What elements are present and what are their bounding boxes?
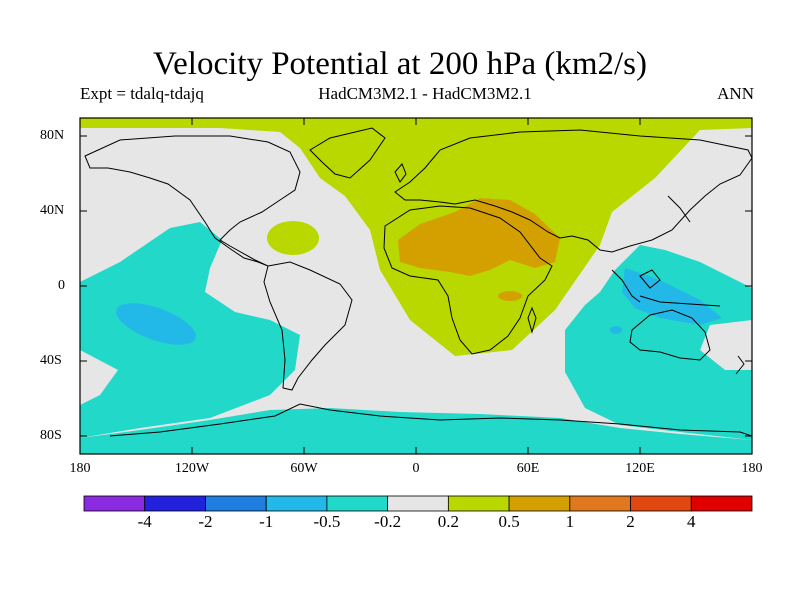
colorbar-label-1: -2 xyxy=(198,512,213,531)
lon-label-60e: 60E xyxy=(516,461,540,476)
colorbar-label-3: -0.5 xyxy=(313,512,341,531)
colorbar-label-8: 2 xyxy=(626,512,635,531)
colorbar-label-4: -0.2 xyxy=(374,512,402,531)
axis-ticks xyxy=(80,118,752,454)
lat-label-80s: 80S xyxy=(40,428,62,443)
colorbar-swatch-8 xyxy=(569,495,631,512)
colorbar-swatch-7 xyxy=(508,495,571,512)
coastline-australia xyxy=(629,309,711,361)
colorbar-label-7: 1 xyxy=(565,512,575,531)
colorbar-label-0: -4 xyxy=(137,512,152,531)
coastline-japan xyxy=(667,195,691,223)
colorbar-swatch-2 xyxy=(205,495,267,512)
model-label: HadCM3M2.1 - HadCM3M2.1 xyxy=(318,84,532,103)
lat-label-equator: 0 xyxy=(58,278,65,293)
colorbar-swatch-4 xyxy=(326,495,389,512)
lon-label-120e: 120E xyxy=(625,461,655,476)
contour-field xyxy=(80,118,752,454)
coastline-north-america xyxy=(84,135,301,267)
coastline-eurasia xyxy=(394,129,752,253)
colorbar-swatch-3 xyxy=(265,495,328,512)
positive-region-caribbean xyxy=(267,221,319,255)
lat-label-80n: 80N xyxy=(40,128,65,143)
season-label: ANN xyxy=(717,84,754,103)
colorbar-swatch-10 xyxy=(690,495,753,512)
coastlines xyxy=(84,127,752,437)
colorbar-swatch-1 xyxy=(144,495,206,512)
strong-negative-region-pacific xyxy=(116,303,196,345)
map-title: Velocity Potential at 200 hPa (km2/s) xyxy=(152,46,648,82)
coastline-uk xyxy=(394,163,407,183)
negative-region-indo-pacific xyxy=(565,245,752,440)
colorbar-label-9: 4 xyxy=(687,512,696,531)
coastline-antarctica xyxy=(109,403,752,437)
lon-label-0: 0 xyxy=(412,461,420,476)
colorbar-swatch-9 xyxy=(630,495,692,512)
colorbar xyxy=(83,495,753,512)
lon-label-120w: 120W xyxy=(174,461,210,476)
colorbar-swatch-6 xyxy=(447,495,510,512)
colorbar-label-5: 0.2 xyxy=(437,512,459,531)
coastline-new-zealand xyxy=(735,355,745,375)
coastline-sumatra xyxy=(611,269,641,303)
colorbar-label-2: -1 xyxy=(259,512,274,531)
experiment-label: Expt = tdalq-tdajq xyxy=(80,84,204,103)
lat-label-40n: 40N xyxy=(40,203,65,218)
lon-label-180-west: 180 xyxy=(69,461,91,476)
lat-label-40s: 40S xyxy=(40,353,62,368)
lon-label-180-east: 180 xyxy=(741,461,763,476)
lon-label-60w: 60W xyxy=(290,461,318,476)
strong-negative-region-indian-ocean xyxy=(610,326,622,334)
colorbar-swatch-0 xyxy=(83,495,146,512)
coastline-borneo xyxy=(639,269,661,289)
strong-positive-region-north-africa xyxy=(398,198,560,276)
colorbar-label-6: 0.5 xyxy=(498,512,520,531)
colorbar-swatch-5 xyxy=(387,495,449,512)
coastline-south-america xyxy=(263,261,353,391)
coastline-greenland xyxy=(309,127,386,179)
strong-positive-region-east-africa xyxy=(498,291,522,301)
coastline-africa xyxy=(383,205,553,355)
coastline-madagascar xyxy=(527,306,537,334)
strong-negative-region-maritime-continent xyxy=(622,268,722,325)
coastline-indonesia xyxy=(639,295,721,307)
